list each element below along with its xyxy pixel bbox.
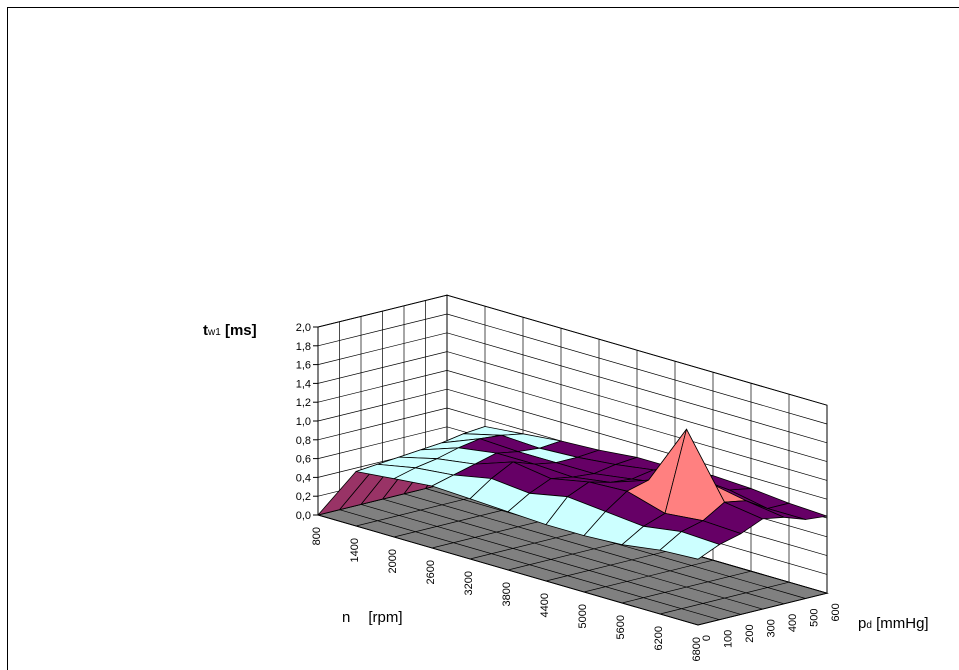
x-tick-label: 4400: [539, 593, 551, 617]
x-axis-title: n [rpm]: [342, 609, 403, 626]
z-tick-label: 1,4: [296, 378, 311, 390]
y-tick-label: 400: [787, 614, 799, 632]
z-tick-label: 1,8: [296, 341, 311, 353]
z-tick-label: 0,2: [296, 491, 311, 503]
z-tick-label: 2,0: [296, 322, 311, 334]
z-tick-label: 1,0: [296, 416, 311, 428]
floor-gridline: [360, 504, 742, 615]
x-tick-label: 5000: [577, 604, 589, 628]
y-tick-label: 100: [723, 630, 735, 648]
floor-gridline: [317, 514, 699, 626]
z-axis-title: tw1 [ms]: [203, 322, 257, 339]
floor-gridline: [339, 509, 720, 621]
x-tick-label: 6800: [691, 637, 703, 661]
z-tick-label: 0,4: [296, 472, 311, 484]
x-tick-label: 2600: [425, 560, 437, 584]
z-tick-label: 1,2: [296, 397, 311, 409]
z-tick-label: 0,0: [296, 510, 311, 522]
y-tick-label: 300: [766, 619, 778, 637]
y-axis-title: pd [mmHg]: [858, 615, 929, 632]
axis-titles: tw1 [ms] n [rpm] pd [mmHg]: [203, 322, 929, 632]
surface-cell: [659, 531, 720, 560]
floor-gridline: [403, 493, 785, 605]
y-tick-label: 600: [830, 603, 842, 621]
floor-gridline: [382, 498, 763, 610]
x-tick-label: 3200: [463, 571, 475, 595]
y-tick-label: 200: [744, 624, 756, 642]
chart-floor: [316, 482, 829, 626]
z-tick-label: 1,6: [296, 360, 311, 372]
x-tick-label: 2000: [387, 549, 399, 573]
y-tick-label: 0: [701, 635, 713, 641]
chart-frame: [7, 7, 959, 670]
z-tick-label: 0,8: [296, 435, 311, 447]
z-tick-label: 0,6: [296, 454, 311, 466]
y-tick-label: 500: [809, 609, 821, 627]
x-tick-label: 800: [311, 527, 323, 545]
chart-surface: [317, 426, 828, 560]
x-tick-label: 5600: [615, 615, 627, 639]
x-tick-label: 3800: [501, 582, 513, 606]
x-tick-label: 1400: [349, 538, 361, 562]
x-tick-label: 6200: [653, 626, 665, 650]
chart-ticks: 0,0 0,2 0,4 0,6 0,8 1,0 1,2 1,4 1,6 1,8 2,0 800 1400…: [296, 322, 842, 661]
